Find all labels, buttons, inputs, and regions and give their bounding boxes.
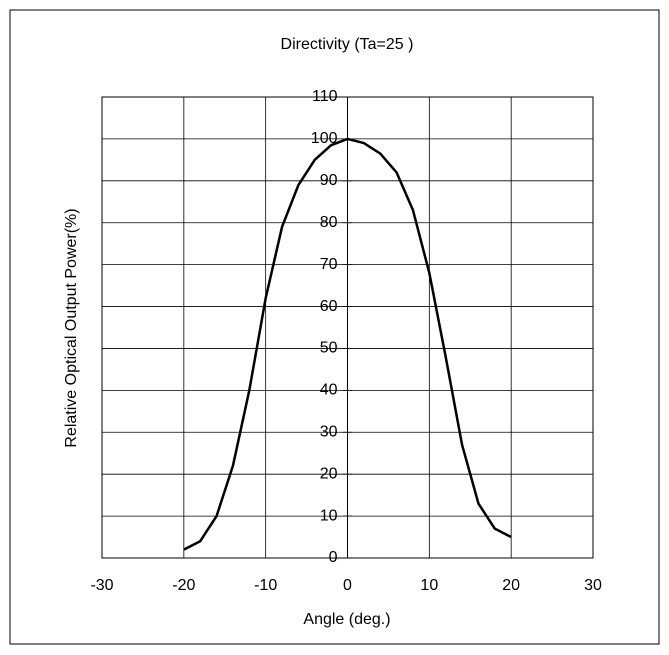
chart-frame [9,9,660,645]
x-axis-label: Angle (deg.) [303,611,390,628]
x-tick-label: -10 [254,577,277,594]
chart-title: Directivity (Ta=25 ) [281,36,414,53]
x-tick-label: -30 [90,577,113,594]
data-line [183,137,512,551]
y-tick-label: 10 [320,507,338,524]
y-tick-label: 20 [320,465,338,482]
x-tick-label: 30 [584,577,602,594]
y-tick-label: 50 [320,340,338,357]
x-tick-label: -20 [172,577,195,594]
y-tick-label: 70 [320,256,338,273]
y-tick-label: 60 [320,298,338,315]
x-tick-label: 10 [420,577,438,594]
y-axis-label: Relative Optical Output Power(%) [63,208,80,447]
y-tick-label: 100 [311,130,338,147]
y-tick-label: 0 [329,549,338,566]
x-tick-label: 20 [502,577,520,594]
y-tick-label: 80 [320,214,338,231]
x-tick-label: 0 [343,577,352,594]
y-tick-label: 30 [320,423,338,440]
y-tick-label: 110 [312,88,338,105]
y-tick-label: 40 [320,382,338,399]
y-tick-label: 90 [320,172,338,189]
